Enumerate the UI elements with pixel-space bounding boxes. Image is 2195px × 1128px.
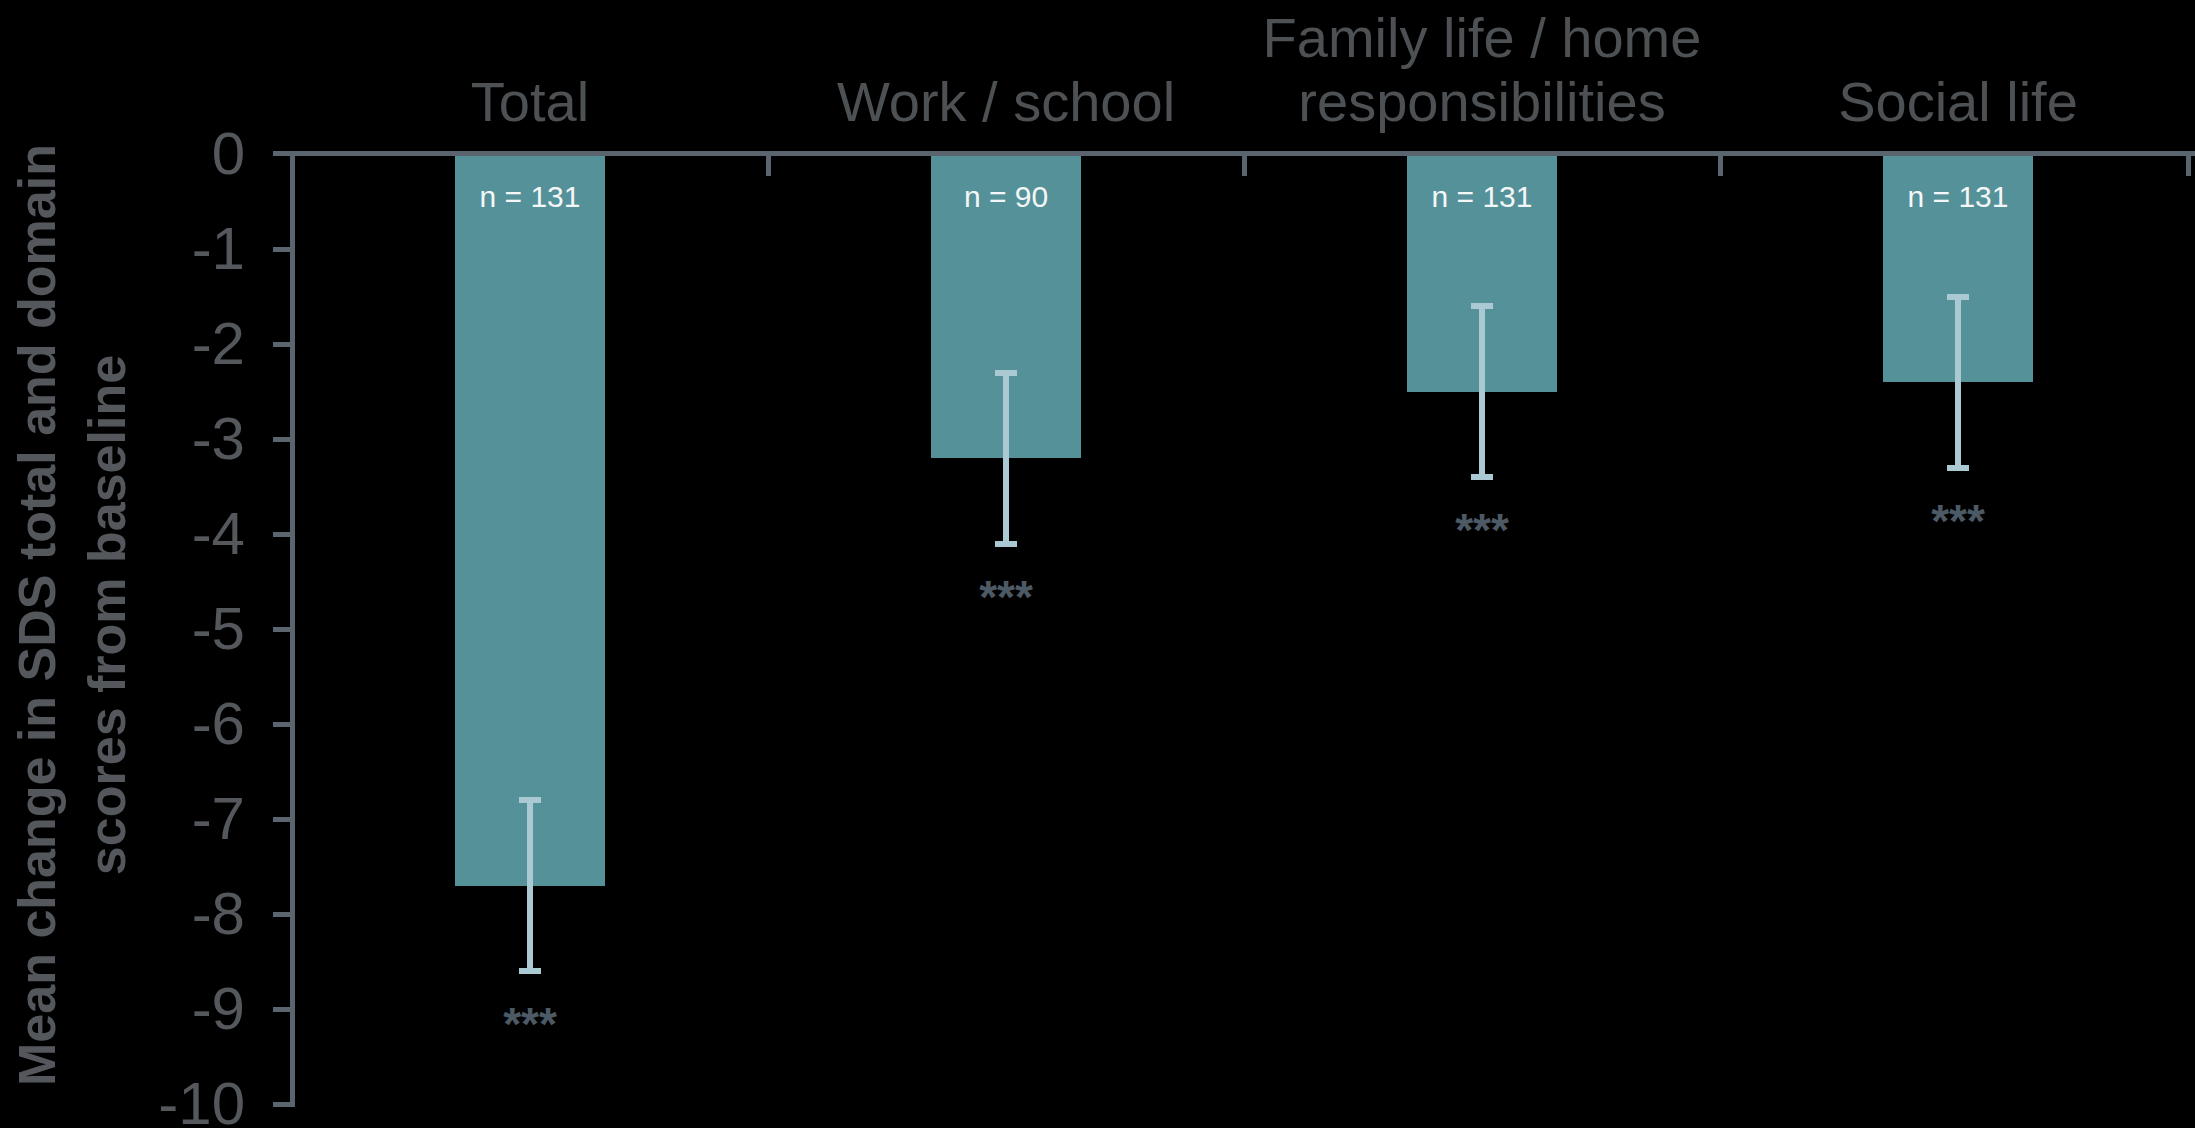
- x-tick: [766, 156, 771, 176]
- error-bar-cap-top: [519, 797, 541, 803]
- x-tick: [1242, 156, 1247, 176]
- x-tick: [2186, 156, 2191, 176]
- error-bar-cap-top: [1471, 303, 1493, 309]
- y-tick-label: -10: [60, 1070, 245, 1128]
- y-tick-label: -3: [60, 405, 245, 473]
- error-bar-line: [1479, 306, 1485, 477]
- y-tick-label: -7: [60, 785, 245, 853]
- error-bar-cap-bottom: [1471, 474, 1493, 480]
- significance-label: ***: [430, 1001, 630, 1047]
- significance-label: ***: [906, 574, 1106, 620]
- sds-bar-chart: Mean change in SDS total and domain scor…: [0, 0, 2195, 1128]
- error-bar-cap-top: [995, 370, 1017, 376]
- y-tick-label: -6: [60, 690, 245, 758]
- column-header: Total: [292, 0, 768, 134]
- y-tick-label: -8: [60, 880, 245, 948]
- error-bar-cap-bottom: [1947, 465, 1969, 471]
- error-bar-line: [1003, 373, 1009, 544]
- column-header: Work / school: [768, 0, 1244, 134]
- bar-n-label: n = 131: [1407, 180, 1557, 214]
- x-zero-line: [273, 151, 2195, 156]
- error-bar-cap-bottom: [519, 968, 541, 974]
- x-tick: [1718, 156, 1723, 176]
- bar-n-label: n = 131: [455, 180, 605, 214]
- y-tick-label: -2: [60, 310, 245, 378]
- error-bar-cap-bottom: [995, 541, 1017, 547]
- y-tick-label: -9: [60, 975, 245, 1043]
- bar-n-label: n = 131: [1883, 180, 2033, 214]
- y-tick-label: -5: [60, 595, 245, 663]
- column-header: Social life: [1720, 0, 2195, 134]
- y-tick-label: 0: [60, 120, 245, 188]
- error-bar-line: [1955, 297, 1961, 468]
- y-tick-label: -4: [60, 500, 245, 568]
- bar: [455, 154, 605, 886]
- error-bar-line: [527, 800, 533, 971]
- y-axis-line: [290, 152, 295, 1107]
- significance-label: ***: [1382, 507, 1582, 553]
- bar-n-label: n = 90: [931, 180, 1081, 214]
- column-header: Family life / home responsibilities: [1244, 0, 1720, 134]
- error-bar-cap-top: [1947, 294, 1969, 300]
- y-tick-label: -1: [60, 215, 245, 283]
- significance-label: ***: [1858, 498, 2058, 544]
